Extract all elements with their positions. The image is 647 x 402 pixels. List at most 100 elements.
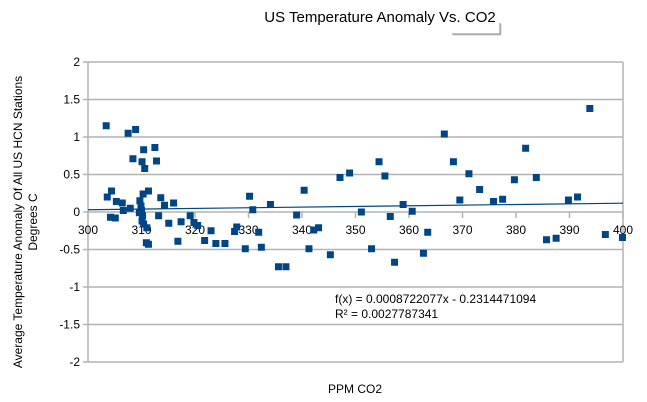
data-point bbox=[246, 192, 254, 200]
data-point bbox=[522, 144, 530, 152]
data-point bbox=[305, 245, 313, 253]
axes bbox=[87, 62, 624, 362]
data-point bbox=[532, 174, 540, 181]
data-point bbox=[233, 223, 241, 231]
data-point bbox=[140, 146, 148, 154]
data-point bbox=[143, 224, 151, 232]
data-point bbox=[102, 122, 110, 130]
data-point bbox=[140, 220, 148, 228]
data-point bbox=[257, 243, 265, 251]
data-point bbox=[310, 226, 318, 234]
data-point bbox=[119, 207, 127, 214]
data-point bbox=[476, 186, 484, 193]
x-tick-label: 300 bbox=[78, 223, 98, 237]
x-tick-label: 380 bbox=[506, 223, 526, 237]
data-point bbox=[419, 249, 427, 257]
trendline-group bbox=[87, 202, 624, 211]
x-tick-label: 350 bbox=[345, 223, 365, 237]
data-point bbox=[282, 263, 290, 271]
x-tick-label: 390 bbox=[559, 223, 579, 237]
y-tick-label: 0.5 bbox=[63, 168, 80, 182]
data-point bbox=[129, 155, 137, 163]
data-point bbox=[586, 105, 594, 112]
data-point bbox=[300, 186, 308, 194]
y-tick-label: -0.5 bbox=[59, 243, 80, 257]
data-point bbox=[293, 211, 301, 219]
y-tick-label: -1.5 bbox=[59, 318, 80, 332]
data-point bbox=[424, 228, 432, 236]
trendline-equation: f(x) = 0.0008722077x - 0.2314471094 bbox=[335, 292, 536, 306]
data-point bbox=[207, 227, 215, 235]
chart-title: US Temperature Anomaly Vs. CO2 bbox=[264, 9, 496, 26]
y-tick-label: 0 bbox=[73, 205, 80, 219]
data-point bbox=[151, 144, 159, 151]
data-point bbox=[315, 224, 323, 232]
data-point bbox=[510, 176, 518, 184]
data-point bbox=[326, 251, 334, 259]
data-point bbox=[499, 195, 507, 203]
data-point bbox=[126, 204, 134, 212]
title-decoration bbox=[452, 23, 501, 35]
data-point bbox=[144, 187, 152, 195]
data-point bbox=[137, 202, 145, 210]
data-point bbox=[357, 208, 365, 216]
data-point bbox=[231, 228, 239, 235]
y-tick-label: 2 bbox=[73, 55, 80, 69]
data-point bbox=[106, 213, 114, 221]
data-point bbox=[386, 213, 394, 220]
data-point bbox=[186, 212, 194, 220]
x-tick-label: 340 bbox=[292, 223, 312, 237]
trendline bbox=[87, 202, 624, 211]
data-point bbox=[108, 187, 116, 195]
data-point bbox=[111, 214, 119, 222]
data-point bbox=[139, 190, 147, 198]
data-point bbox=[399, 201, 407, 208]
data-point bbox=[449, 158, 457, 166]
y-tick-label: 1 bbox=[73, 130, 80, 144]
data-point bbox=[221, 240, 229, 247]
data-point bbox=[241, 245, 249, 253]
x-tick-label: 370 bbox=[452, 223, 472, 237]
data-point bbox=[174, 237, 182, 245]
data-point bbox=[408, 207, 416, 215]
data-point bbox=[144, 240, 152, 248]
trendline-r-squared: R² = 0.0027787341 bbox=[335, 307, 438, 321]
data-points bbox=[102, 105, 626, 271]
data-point bbox=[161, 201, 169, 209]
data-point bbox=[177, 218, 185, 226]
data-point bbox=[190, 219, 198, 226]
data-point bbox=[155, 212, 163, 220]
x-tick-label: 330 bbox=[238, 223, 258, 237]
data-point bbox=[103, 193, 111, 201]
data-point bbox=[336, 174, 344, 181]
data-point bbox=[136, 197, 144, 205]
data-point bbox=[118, 199, 126, 207]
x-axis-label: PPM CO2 bbox=[328, 382, 382, 396]
data-point bbox=[152, 157, 160, 165]
x-tick-label: 360 bbox=[399, 223, 419, 237]
data-point bbox=[564, 196, 572, 204]
data-point bbox=[170, 199, 178, 207]
data-point bbox=[157, 194, 165, 202]
y-axis-label: Average Temperature Anomaly Of All US HC… bbox=[11, 76, 40, 368]
x-tick-label: 400 bbox=[613, 223, 633, 237]
x-tick-labels: 300 310 320 330 340 350 360 370 380 390 400 bbox=[78, 223, 633, 237]
data-point bbox=[440, 130, 448, 138]
data-point bbox=[255, 228, 263, 236]
y-tick-label: -1 bbox=[69, 280, 80, 294]
data-point bbox=[141, 165, 149, 172]
data-point bbox=[618, 234, 626, 241]
data-point bbox=[274, 263, 282, 271]
data-point bbox=[249, 206, 257, 214]
data-point bbox=[375, 158, 383, 166]
y-tick-labels: 2 1.5 1 0.5 0 -0.5 -1 -1.5 -2 bbox=[59, 55, 80, 369]
y-tick-label: 1.5 bbox=[63, 93, 80, 107]
data-point bbox=[165, 219, 173, 227]
data-point bbox=[381, 172, 389, 180]
data-point bbox=[465, 170, 473, 178]
data-point bbox=[201, 237, 209, 244]
data-point bbox=[391, 258, 399, 266]
y-axis-label-line-2: Degrees C bbox=[26, 193, 40, 251]
data-point bbox=[266, 201, 274, 208]
